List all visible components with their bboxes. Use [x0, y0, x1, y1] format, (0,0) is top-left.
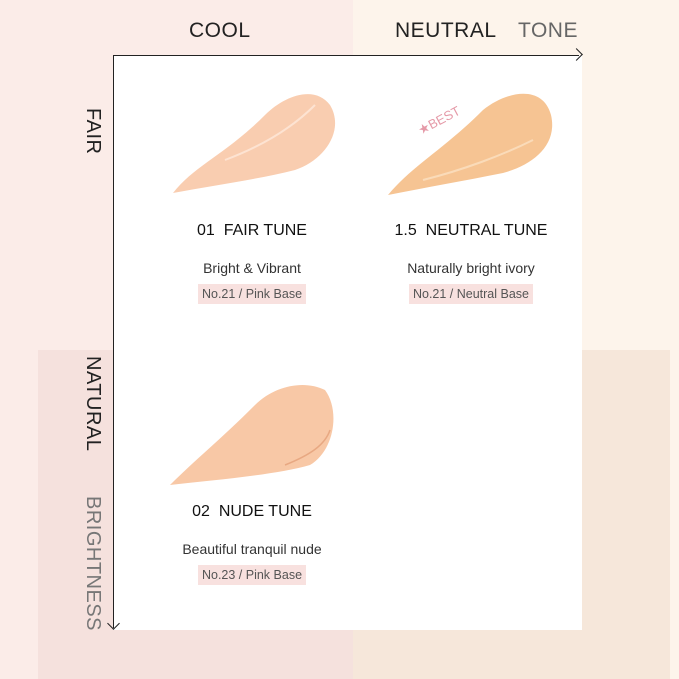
tone-axis-line	[113, 55, 579, 56]
best-badge: ★BEST	[415, 103, 462, 138]
product-name: NUDE TUNE	[218, 503, 312, 520]
product-description: Beautiful tranquil nude	[182, 541, 322, 557]
product-name: NEUTRAL TUNE	[425, 222, 548, 239]
product-number: 02	[192, 503, 210, 520]
product-fair-tune: 01 FAIR TUNE Bright & Vibrant No.21 / Pi…	[142, 222, 362, 304]
swatch-nude-tune	[170, 385, 334, 485]
brightness-axis-line	[113, 55, 114, 628]
label-neutral: NEUTRAL	[395, 19, 497, 42]
product-description: Bright & Vibrant	[203, 260, 301, 276]
label-cool: COOL	[189, 19, 251, 42]
product-nude-tune: 02 NUDE TUNE Beautiful tranquil nude No.…	[142, 503, 362, 585]
product-neutral-tune: 1.5 NEUTRAL TUNE Naturally bright ivory …	[361, 222, 581, 304]
label-natural: NATURAL	[82, 356, 104, 452]
product-tag: No.23 / Pink Base	[197, 565, 307, 585]
product-number: 01	[197, 222, 215, 239]
label-fair: FAIR	[82, 108, 104, 155]
label-tone: TONE	[518, 19, 578, 42]
product-description: Naturally bright ivory	[407, 260, 535, 276]
product-tag: No.21 / Neutral Base	[408, 284, 534, 304]
product-name: FAIR TUNE	[223, 222, 307, 239]
swatch-neutral-tune: ★BEST	[388, 93, 553, 195]
product-number: 1.5	[394, 222, 417, 239]
product-tag: No.21 / Pink Base	[197, 284, 307, 304]
label-brightness: BRIGHTNESS	[82, 496, 104, 632]
swatch-fair-tune	[173, 94, 336, 193]
